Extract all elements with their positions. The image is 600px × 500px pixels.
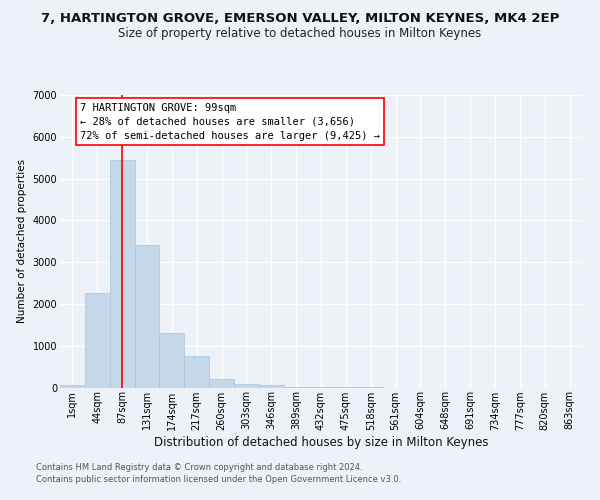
Bar	[110, 160, 134, 388]
Bar	[60, 386, 85, 388]
Text: Size of property relative to detached houses in Milton Keynes: Size of property relative to detached ho…	[118, 28, 482, 40]
Bar	[209, 379, 234, 388]
Bar	[259, 386, 284, 388]
Text: 7 HARTINGTON GROVE: 99sqm
← 28% of detached houses are smaller (3,656)
72% of se: 7 HARTINGTON GROVE: 99sqm ← 28% of detac…	[80, 102, 380, 141]
Text: Contains HM Land Registry data © Crown copyright and database right 2024.: Contains HM Land Registry data © Crown c…	[36, 464, 362, 472]
Bar	[85, 294, 110, 388]
Bar	[184, 356, 209, 388]
Bar	[234, 384, 259, 388]
Bar	[134, 246, 160, 388]
Text: Contains public sector information licensed under the Open Government Licence v3: Contains public sector information licen…	[36, 475, 401, 484]
Bar	[160, 333, 184, 388]
Text: Distribution of detached houses by size in Milton Keynes: Distribution of detached houses by size …	[154, 436, 488, 449]
Y-axis label: Number of detached properties: Number of detached properties	[17, 159, 27, 324]
Text: 7, HARTINGTON GROVE, EMERSON VALLEY, MILTON KEYNES, MK4 2EP: 7, HARTINGTON GROVE, EMERSON VALLEY, MIL…	[41, 12, 559, 26]
